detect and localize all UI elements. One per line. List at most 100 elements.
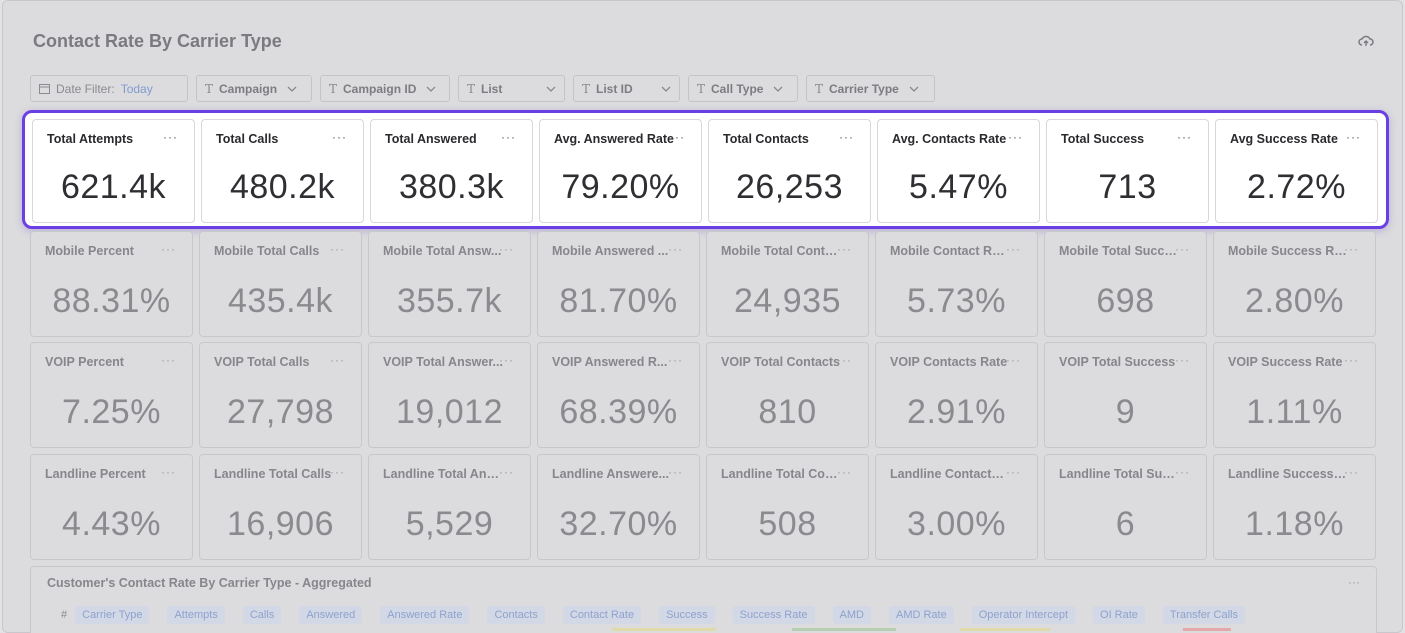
- metric-card[interactable]: Total Answered ··· 380.3k: [370, 119, 533, 223]
- column-header[interactable]: Answered Rate: [380, 606, 470, 624]
- more-options-icon[interactable]: ···: [1344, 242, 1359, 256]
- metric-value: 713: [1098, 168, 1157, 206]
- more-options-icon[interactable]: ···: [1006, 353, 1021, 367]
- more-options-icon[interactable]: ···: [161, 353, 176, 367]
- more-options-icon[interactable]: ···: [161, 242, 176, 256]
- more-options-icon[interactable]: ···: [837, 353, 852, 367]
- metric-card[interactable]: VOIP Total Success ··· 9: [1044, 342, 1207, 448]
- campaign-id-filter[interactable]: T Campaign ID: [320, 75, 450, 102]
- metric-card[interactable]: VOIP Answered R... ··· 68.39%: [537, 342, 700, 448]
- column-header[interactable]: Calls: [242, 606, 282, 624]
- column-header[interactable]: AMD Rate: [888, 606, 954, 624]
- filter-label: Call Type: [711, 81, 764, 96]
- more-options-icon[interactable]: ···: [1175, 242, 1190, 256]
- metric-card[interactable]: VOIP Total Calls ··· 27,798: [199, 342, 362, 448]
- more-options-icon[interactable]: ···: [330, 353, 345, 367]
- metric-card[interactable]: Landline Total Calls ··· 16,906: [199, 454, 362, 560]
- metric-card[interactable]: Landline Total Con... ··· 508: [706, 454, 869, 560]
- metric-card[interactable]: Landline Total Ans... ··· 5,529: [368, 454, 531, 560]
- metric-title: VOIP Total Calls: [214, 355, 310, 369]
- metric-card[interactable]: Mobile Total Success ··· 698: [1044, 231, 1207, 337]
- more-options-icon[interactable]: ···: [670, 130, 685, 144]
- carrier-type-filter[interactable]: T Carrier Type: [806, 75, 935, 102]
- more-options-icon[interactable]: ···: [330, 242, 345, 256]
- more-options-icon[interactable]: ···: [332, 130, 347, 144]
- campaign-filter[interactable]: T Campaign: [196, 75, 312, 102]
- metric-card[interactable]: Mobile Total Answ... ··· 355.7k: [368, 231, 531, 337]
- chevron-down-icon: [909, 86, 919, 92]
- more-options-icon[interactable]: ···: [499, 353, 514, 367]
- more-options-icon[interactable]: ···: [1344, 465, 1359, 479]
- column-header[interactable]: Success: [659, 606, 715, 624]
- metric-card[interactable]: Mobile Total Conta... ··· 24,935: [706, 231, 869, 337]
- more-options-icon[interactable]: ···: [1177, 130, 1192, 144]
- cloud-refresh-icon[interactable]: [1358, 34, 1374, 48]
- more-options-icon[interactable]: ···: [163, 130, 178, 144]
- column-header[interactable]: Operator Intercept: [971, 606, 1076, 624]
- more-options-icon[interactable]: ···: [499, 465, 514, 479]
- chevron-down-icon: [774, 86, 783, 92]
- more-options-icon[interactable]: ···: [1008, 130, 1023, 144]
- metric-card[interactable]: VOIP Contacts Rate ··· 2.91%: [875, 342, 1038, 448]
- metric-card[interactable]: Mobile Contact Rate ··· 5.73%: [875, 231, 1038, 337]
- column-header[interactable]: Carrier Type: [75, 606, 150, 624]
- metric-card[interactable]: Avg. Answered Rate ··· 79.20%: [539, 119, 702, 223]
- metric-card[interactable]: Landline Success R... ··· 1.18%: [1213, 454, 1376, 560]
- metric-card[interactable]: Mobile Success Rate ··· 2.80%: [1213, 231, 1376, 337]
- metric-card[interactable]: Total Attempts ··· 621.4k: [32, 119, 195, 223]
- metric-value: 88.31%: [52, 282, 171, 320]
- column-header[interactable]: Success Rate: [732, 606, 815, 624]
- metric-card[interactable]: Mobile Percent ··· 88.31%: [30, 231, 193, 337]
- more-options-icon[interactable]: ···: [668, 242, 683, 256]
- more-options-icon[interactable]: ···: [501, 130, 516, 144]
- more-options-icon[interactable]: ···: [1175, 353, 1190, 367]
- metric-card[interactable]: Avg Success Rate ··· 2.72%: [1215, 119, 1378, 223]
- more-options-icon[interactable]: ···: [837, 465, 852, 479]
- list-filter[interactable]: T List: [458, 75, 565, 102]
- more-options-icon[interactable]: ···: [837, 242, 852, 256]
- date-filter[interactable]: Date Filter: Today: [30, 75, 188, 102]
- text-type-icon: T: [697, 81, 706, 96]
- column-header[interactable]: Contact Rate: [562, 606, 642, 624]
- metric-card[interactable]: Landline Contacts ... ··· 3.00%: [875, 454, 1038, 560]
- column-header[interactable]: AMD: [832, 606, 871, 624]
- more-options-icon[interactable]: ···: [1348, 575, 1360, 589]
- metric-card[interactable]: VOIP Total Answer... ··· 19,012: [368, 342, 531, 448]
- column-header[interactable]: OI Rate: [1093, 606, 1145, 624]
- metric-card[interactable]: Avg. Contacts Rate ··· 5.47%: [877, 119, 1040, 223]
- metric-card[interactable]: Total Contacts ··· 26,253: [708, 119, 871, 223]
- metric-card[interactable]: VOIP Percent ··· 7.25%: [30, 342, 193, 448]
- metric-card[interactable]: VOIP Success Rate ··· 1.11%: [1213, 342, 1376, 448]
- column-header[interactable]: Contacts: [487, 606, 545, 624]
- metric-card[interactable]: Landline Answere... ··· 32.70%: [537, 454, 700, 560]
- more-options-icon[interactable]: ···: [668, 465, 683, 479]
- more-options-icon[interactable]: ···: [1006, 242, 1021, 256]
- metric-card[interactable]: VOIP Total Contacts ··· 810: [706, 342, 869, 448]
- text-type-icon: T: [815, 81, 824, 96]
- metric-value: 480.2k: [229, 168, 336, 206]
- metric-card[interactable]: Landline Percent ··· 4.43%: [30, 454, 193, 560]
- more-options-icon[interactable]: ···: [1175, 465, 1190, 479]
- column-header[interactable]: Answered: [299, 606, 363, 624]
- more-options-icon[interactable]: ···: [499, 242, 514, 256]
- column-header[interactable]: Attempts: [167, 606, 225, 624]
- more-options-icon[interactable]: ···: [1344, 353, 1359, 367]
- more-options-icon[interactable]: ···: [668, 353, 683, 367]
- more-options-icon[interactable]: ···: [330, 465, 345, 479]
- more-options-icon[interactable]: ···: [1346, 130, 1361, 144]
- metric-title: Mobile Percent: [45, 244, 134, 258]
- more-options-icon[interactable]: ···: [1006, 465, 1021, 479]
- column-header[interactable]: Transfer Calls: [1162, 606, 1245, 624]
- metric-card[interactable]: Landline Total Succ... ··· 6: [1044, 454, 1207, 560]
- metric-card[interactable]: Mobile Total Calls ··· 435.4k: [199, 231, 362, 337]
- more-options-icon[interactable]: ···: [839, 130, 854, 144]
- call-type-filter[interactable]: T Call Type: [688, 75, 798, 102]
- metric-card[interactable]: Total Success ··· 713: [1046, 119, 1209, 223]
- landline-row: Landline Percent ··· 4.43% Landline Total …: [30, 454, 1376, 560]
- text-type-icon: T: [582, 81, 591, 96]
- list-id-filter[interactable]: T List ID: [573, 75, 680, 102]
- metric-value: 68.39%: [559, 393, 678, 431]
- more-options-icon[interactable]: ···: [161, 465, 176, 479]
- metric-card[interactable]: Total Calls ··· 480.2k: [201, 119, 364, 223]
- metric-card[interactable]: Mobile Answered ... ··· 81.70%: [537, 231, 700, 337]
